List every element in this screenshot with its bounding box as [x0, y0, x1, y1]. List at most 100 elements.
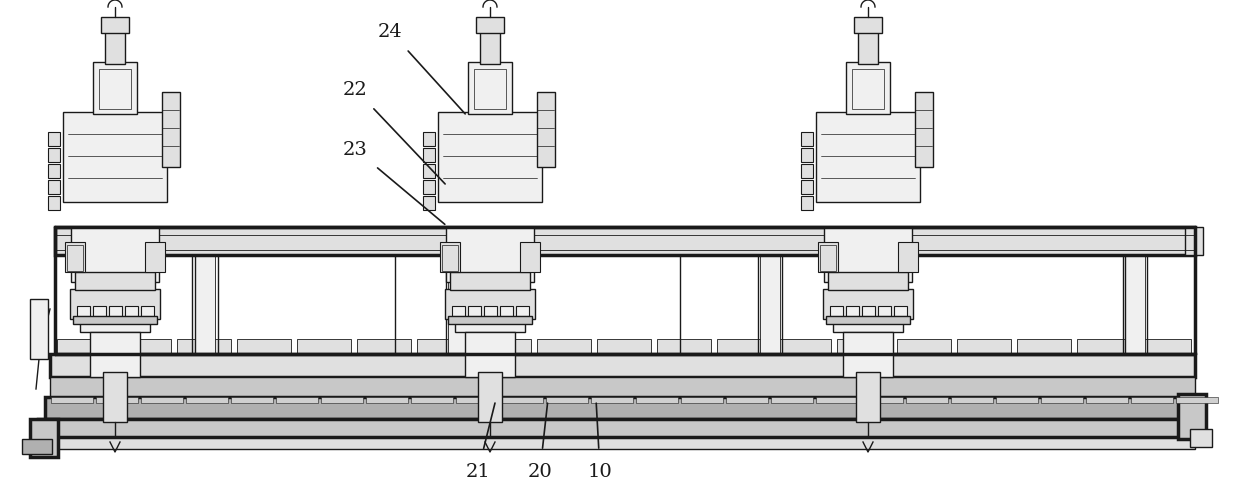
Bar	[145, 242, 165, 273]
Bar	[1178, 394, 1207, 439]
Bar	[725, 397, 768, 403]
Bar	[826, 316, 910, 324]
Bar	[38, 419, 1197, 437]
Bar	[856, 372, 880, 422]
Bar	[455, 283, 525, 332]
Bar	[1185, 227, 1203, 256]
Bar	[801, 165, 813, 179]
Bar	[71, 227, 159, 283]
Bar	[231, 397, 273, 403]
Bar	[1190, 429, 1211, 447]
Bar	[30, 437, 1195, 449]
Bar	[1123, 256, 1147, 354]
Bar	[996, 397, 1038, 403]
Bar	[141, 307, 154, 316]
Bar	[125, 307, 138, 316]
Bar	[801, 196, 813, 210]
Bar	[81, 283, 150, 332]
Bar	[177, 339, 231, 354]
Bar	[195, 256, 215, 354]
Bar	[636, 397, 678, 403]
Bar	[74, 273, 155, 291]
Bar	[64, 242, 86, 273]
Bar	[117, 339, 171, 354]
Bar	[423, 181, 435, 194]
Bar	[423, 149, 435, 163]
Text: 20: 20	[528, 403, 552, 480]
Bar	[894, 307, 906, 316]
Bar	[30, 419, 58, 457]
Bar	[501, 397, 543, 403]
Bar	[596, 339, 651, 354]
Bar	[681, 397, 723, 403]
Bar	[474, 70, 506, 110]
Bar	[830, 307, 843, 316]
Text: 23: 23	[342, 141, 445, 225]
Bar	[477, 339, 531, 354]
Bar	[357, 339, 410, 354]
Bar	[277, 397, 317, 403]
Bar	[410, 397, 453, 403]
Bar	[520, 242, 539, 273]
Bar	[423, 133, 435, 147]
Bar	[186, 397, 228, 403]
Bar	[516, 307, 529, 316]
Bar	[93, 307, 105, 316]
Bar	[825, 227, 911, 283]
Bar	[45, 397, 1195, 419]
Bar	[1017, 339, 1071, 354]
Bar	[758, 256, 782, 354]
Bar	[456, 397, 498, 403]
Bar	[91, 332, 140, 377]
Bar	[843, 332, 893, 377]
Bar	[467, 63, 512, 115]
Bar	[858, 33, 878, 65]
Bar	[801, 181, 813, 194]
Bar	[448, 316, 532, 324]
Bar	[448, 256, 467, 354]
Bar	[48, 149, 60, 163]
Text: 10: 10	[588, 403, 613, 480]
Bar	[100, 18, 129, 34]
Bar	[55, 227, 1195, 256]
Bar	[898, 242, 918, 273]
Bar	[1042, 397, 1083, 403]
Bar	[480, 33, 500, 65]
Bar	[1131, 397, 1173, 403]
Bar	[500, 307, 513, 316]
Bar	[484, 307, 497, 316]
Bar	[852, 70, 884, 110]
Bar	[837, 339, 892, 354]
Bar	[537, 93, 556, 168]
Text: 21: 21	[466, 403, 495, 480]
Bar	[1125, 256, 1145, 354]
Bar	[906, 397, 949, 403]
Bar	[537, 339, 591, 354]
Bar	[453, 307, 465, 316]
Bar	[298, 339, 351, 354]
Bar	[820, 245, 836, 272]
Bar	[77, 307, 91, 316]
Bar	[237, 339, 291, 354]
Bar	[446, 227, 534, 283]
Bar	[162, 93, 180, 168]
Bar	[423, 196, 435, 210]
Bar	[30, 300, 48, 359]
Bar	[57, 339, 112, 354]
Bar	[105, 33, 125, 65]
Bar	[103, 372, 126, 422]
Bar	[897, 339, 951, 354]
Bar	[141, 397, 184, 403]
Bar	[717, 339, 771, 354]
Bar	[801, 149, 813, 163]
Bar	[1086, 397, 1128, 403]
Text: 24: 24	[378, 23, 465, 115]
Bar	[818, 242, 838, 273]
Bar	[48, 133, 60, 147]
Bar	[50, 354, 1195, 377]
Bar	[63, 113, 167, 202]
Bar	[816, 397, 858, 403]
Bar	[48, 165, 60, 179]
Bar	[915, 93, 932, 168]
Bar	[846, 63, 890, 115]
